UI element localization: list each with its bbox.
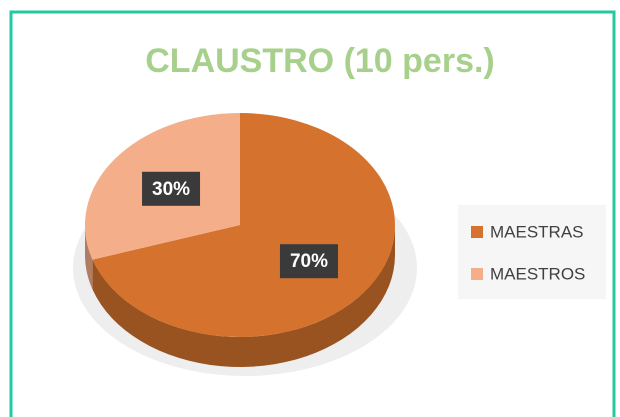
slice-side: [92, 225, 395, 367]
legend-swatch: [471, 226, 483, 238]
data-label-box: [279, 244, 338, 279]
data-label-box: [142, 171, 201, 206]
data-label: 30%: [152, 179, 190, 200]
slice-side: [85, 225, 93, 290]
data-label: 70%: [290, 251, 328, 272]
legend-box: [458, 205, 606, 299]
legend-label: MAESTRAS: [490, 222, 584, 241]
legend-label: MAESTROS: [490, 264, 585, 283]
slice: [92, 113, 395, 338]
chart-title: CLAUSTRO (10 pers.): [145, 42, 495, 80]
legend-swatch: [471, 268, 483, 280]
